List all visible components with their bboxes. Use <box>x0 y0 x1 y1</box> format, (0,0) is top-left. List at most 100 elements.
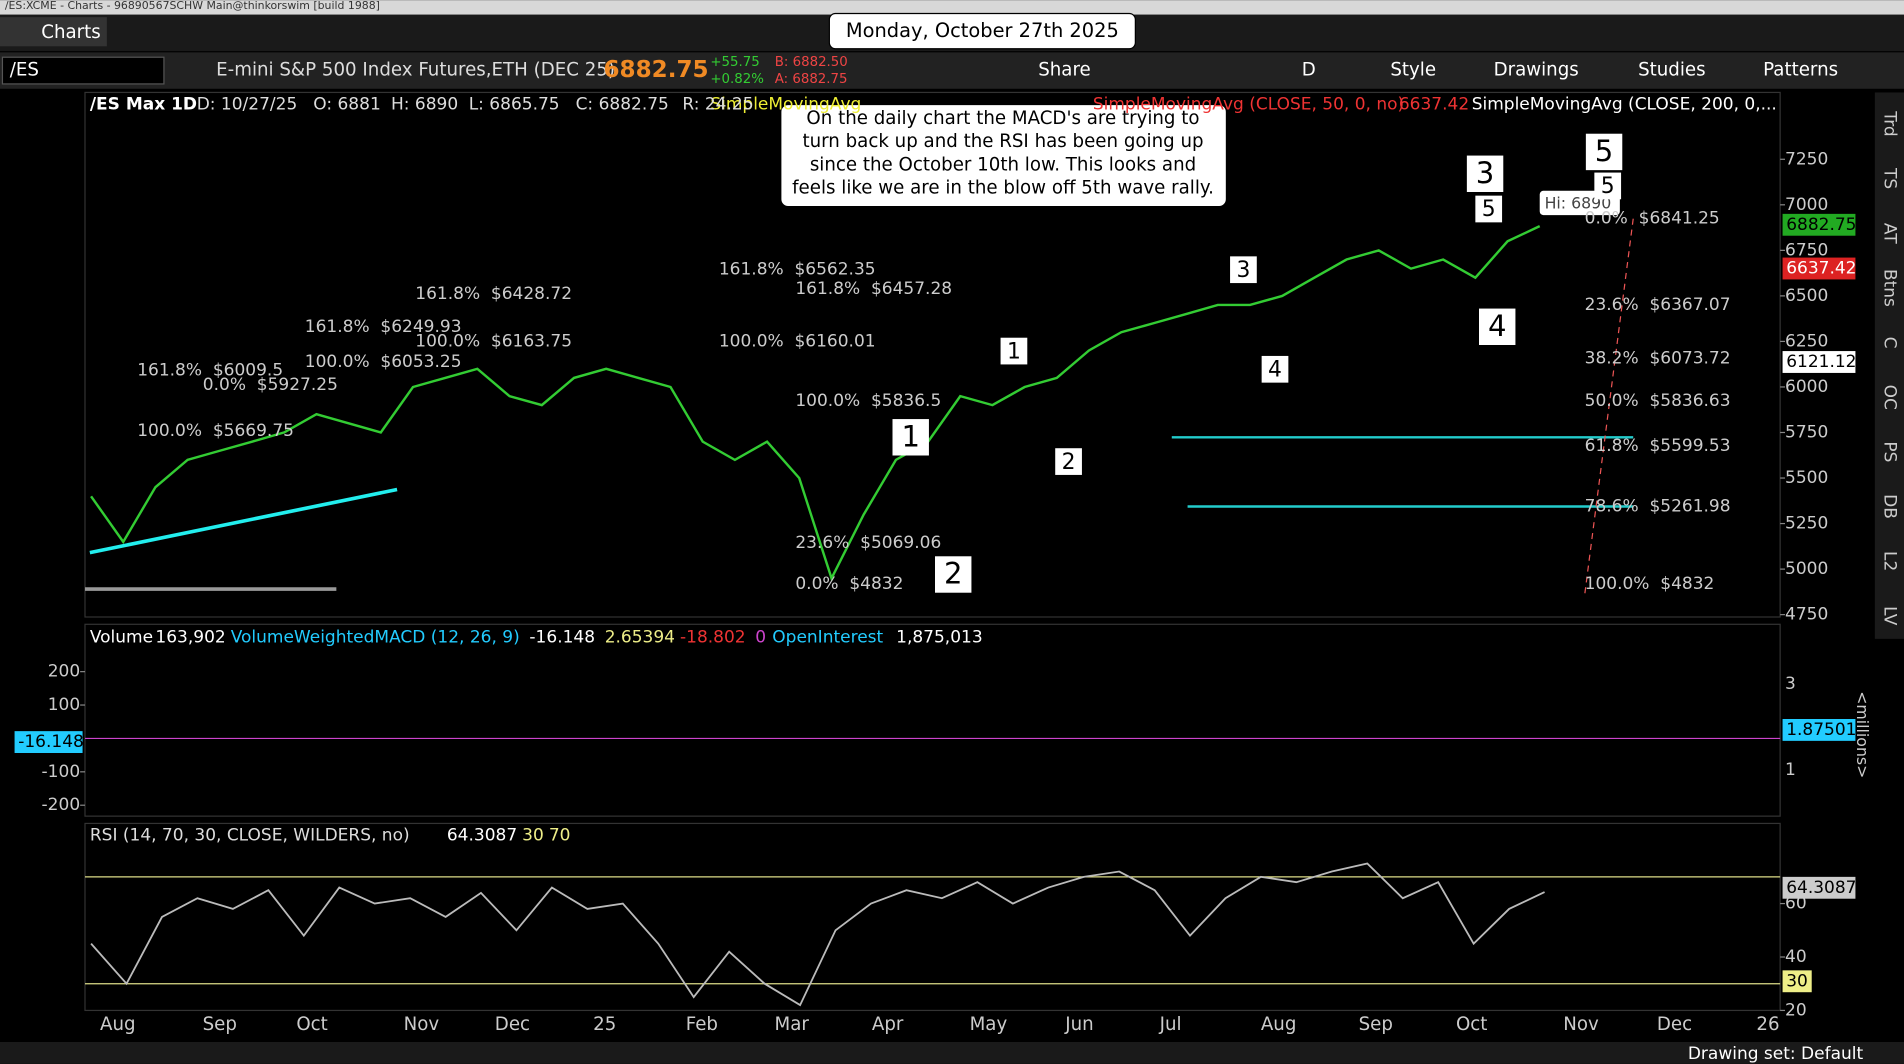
wave-label: 2 <box>1062 450 1076 475</box>
fib-label: 100.0% $6053.25 <box>305 352 462 372</box>
sma200-label: SimpleMovingAvg (CLOSE, 200, 0,... <box>1472 95 1777 115</box>
fib-label: 0.0% $4832 <box>795 574 903 594</box>
wave-label: 1 <box>901 420 920 454</box>
x-tick-label: Oct <box>296 1014 327 1035</box>
side-tab[interactable]: Btns <box>1879 269 1899 307</box>
annotation-line: On the daily chart the MACD's are trying… <box>806 108 1199 129</box>
rsi-line <box>90 862 1545 1007</box>
macd-value-box <box>14 731 83 753</box>
wave-box <box>1479 308 1516 345</box>
side-tab[interactable]: OC <box>1879 385 1899 410</box>
macd-header: 1,875,013 <box>896 628 983 648</box>
rsi-header: 70 <box>549 826 571 846</box>
wave-box <box>935 556 972 593</box>
oi-value: 1.87501 <box>1786 720 1856 740</box>
wave-box <box>1261 355 1289 383</box>
wave-box <box>1055 448 1082 475</box>
x-tick-label: Sep <box>203 1014 237 1035</box>
y-tick-label: 5250 <box>1785 514 1828 534</box>
macd-value: -16.148 <box>18 732 84 752</box>
wave-label: 2 <box>944 557 963 591</box>
bid: B: 6882.50 <box>775 55 848 70</box>
side-tab[interactable]: TS <box>1879 167 1899 189</box>
y-tick-label: 4750 <box>1785 605 1828 625</box>
drawing-set: Drawing set: Default <box>1688 1044 1864 1064</box>
side-tab[interactable]: DB <box>1879 494 1899 519</box>
wave-label: 5 <box>1595 134 1614 168</box>
wave-label: 3 <box>1236 258 1250 283</box>
toolbar-button[interactable]: D <box>1302 60 1316 81</box>
rsi-oversold-box <box>1782 970 1812 993</box>
change-pct: +0.82% <box>710 72 764 87</box>
fib-label: 100.0% $6163.75 <box>415 331 572 351</box>
y-tick-label: 6750 <box>1785 240 1828 260</box>
annotation-line: since the October 10th low. This looks a… <box>810 154 1196 175</box>
fib-label: 78.6% $5261.98 <box>1585 497 1731 517</box>
toolbar-button[interactable]: Drawings <box>1494 60 1579 81</box>
x-tick-label: Aug <box>100 1014 136 1035</box>
fib-label: 38.2% $6073.72 <box>1585 348 1731 368</box>
annotation-line: feels like we are in the blow off 5th wa… <box>792 177 1214 198</box>
wave-box <box>1466 155 1504 192</box>
wave-box <box>1230 256 1257 284</box>
macd-header: 2.65394 <box>605 628 675 648</box>
toolbar-button[interactable]: Style <box>1390 60 1436 81</box>
ohlc-field: O: 6881 <box>313 95 380 115</box>
annotation-line: turn back up and the RSI has been going … <box>802 131 1203 152</box>
macd-header: Volume <box>90 628 153 648</box>
fib-label: 161.8% $6249.93 <box>305 317 462 337</box>
rsi-header: 30 <box>522 826 544 846</box>
wave-box <box>892 419 929 456</box>
x-tick-label: Feb <box>686 1014 718 1035</box>
side-tab[interactable]: LV <box>1879 606 1899 626</box>
fib-label: 100.0% $5836.5 <box>795 391 941 411</box>
charts-tab[interactable] <box>0 17 107 47</box>
x-tick-label: Jun <box>1064 1014 1093 1035</box>
annotation-box <box>780 103 1228 208</box>
side-tab[interactable]: AT <box>1879 223 1899 244</box>
toolbar-button[interactable]: Share <box>1038 60 1091 81</box>
fib-label: 100.0% $5669.75 <box>137 421 294 441</box>
fib-label: 161.8% $6009.5 <box>137 361 283 381</box>
price-box-label: 6121.12 <box>1786 352 1856 372</box>
toolbar-button[interactable]: Patterns <box>1763 60 1838 81</box>
study-name: /ES Max 1D <box>90 95 197 115</box>
side-tab[interactable]: C <box>1879 337 1899 349</box>
price-box <box>1782 351 1856 373</box>
oi-value-box <box>1782 719 1856 741</box>
ohlc-field: R: 24.25 <box>682 95 753 115</box>
sma50-value: 6637.42 <box>1399 95 1469 115</box>
x-tick-label: Apr <box>872 1014 904 1035</box>
wave-box <box>1585 133 1623 171</box>
toolbar-button[interactable]: Studies <box>1638 60 1706 81</box>
wave-label: 4 <box>1268 358 1282 383</box>
price-box-label: 6637.42 <box>1786 259 1856 279</box>
macd-header: -16.148 <box>529 628 595 648</box>
x-tick-label: Jul <box>1159 1014 1182 1035</box>
wave-box <box>1475 195 1503 223</box>
side-tab[interactable]: PS <box>1879 441 1899 462</box>
sma50-label: SimpleMovingAvg (CLOSE, 50, 0, no) <box>1093 95 1404 115</box>
x-tick-label: Sep <box>1359 1014 1393 1035</box>
x-tick-label: 25 <box>593 1014 616 1035</box>
macd-tick-label: 200 <box>48 662 80 682</box>
fib-label: 23.6% $5069.06 <box>795 533 941 553</box>
x-tick-label: 26 <box>1756 1014 1779 1035</box>
x-tick-label: Mar <box>775 1014 810 1035</box>
y-tick-label: 7000 <box>1785 195 1828 215</box>
symbol-input[interactable] <box>1 56 165 85</box>
macd-header: VolumeWeightedMACD (12, 26, 9) <box>231 628 520 648</box>
side-tab[interactable]: L2 <box>1879 551 1899 571</box>
fib-label: 0.0% $6841.25 <box>1585 209 1720 229</box>
rsi-oversold-value: 30 <box>1786 971 1808 991</box>
wave-label: 4 <box>1488 309 1507 343</box>
x-tick-label: Nov <box>1563 1014 1599 1035</box>
side-tab[interactable]: Trd <box>1879 110 1899 136</box>
sma20-label: SimpleMovingAvg <box>710 95 861 115</box>
price-box-label: 6882.75 <box>1786 215 1856 235</box>
fib-label: 61.8% $5599.53 <box>1585 436 1731 456</box>
y-tick-label: 7250 <box>1785 149 1828 169</box>
macd-tick-label: -100 <box>42 762 81 782</box>
